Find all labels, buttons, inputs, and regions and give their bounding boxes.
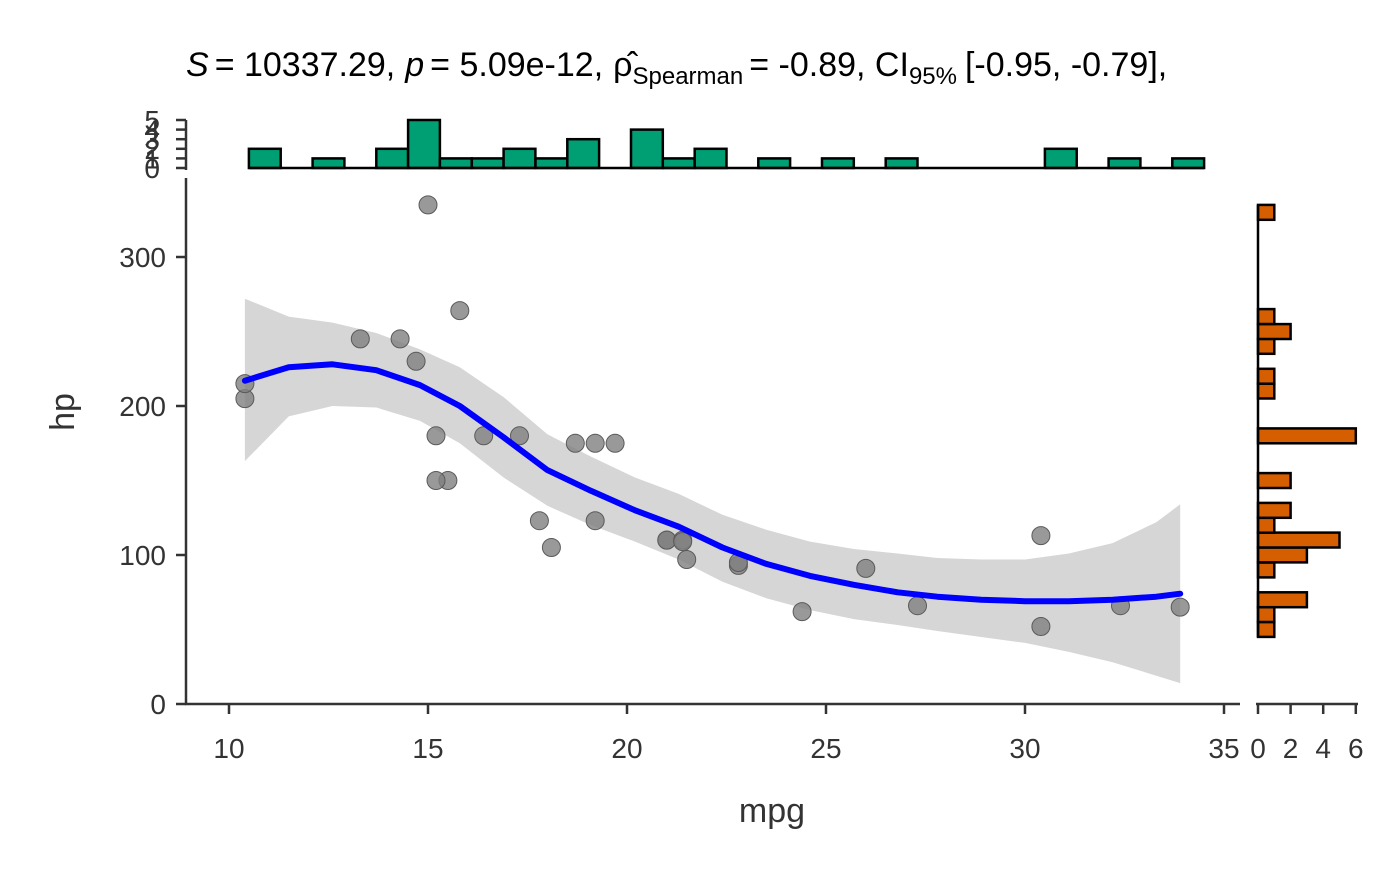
right-histogram-bar: [1256, 322, 1292, 341]
top-histogram-bar: [470, 157, 505, 170]
top-histogram-tick-label: 2: [144, 134, 160, 165]
top-histogram-bar: [247, 147, 282, 170]
title-rho-subscript: Spearman: [633, 63, 744, 90]
scatter-point: [792, 602, 812, 622]
right-histogram-bar: [1256, 605, 1276, 624]
top-histogram-bar: [311, 157, 346, 170]
scatter-point: [1031, 617, 1051, 636]
top-histogram-bar: [884, 157, 919, 170]
right-histogram-bar: [1256, 531, 1341, 549]
x-axis-title: mpg: [739, 792, 805, 830]
right-histogram-bar: [1256, 337, 1276, 356]
right-histogram-tick-label: 6: [1348, 733, 1364, 764]
right-histogram-bar: [1256, 307, 1276, 326]
title-ci-subscript: 95%: [909, 63, 957, 90]
top-histogram-bar: [406, 118, 442, 170]
scatter-point: [908, 596, 927, 616]
main-axes: 10 15 20 25 30 35 0 100 200 300: [119, 178, 1240, 764]
top-histogram-tick-label: 3: [144, 124, 160, 155]
y-axis-title: hp: [44, 393, 82, 431]
scatter-point: [474, 426, 494, 446]
scatter-point: [673, 532, 693, 552]
x-tick-label: 20: [611, 733, 642, 764]
x-tick-label: 35: [1208, 733, 1239, 764]
y-tick-label: 200: [119, 391, 166, 422]
right-histogram-bar: [1256, 546, 1309, 564]
top-histogram-bar: [375, 147, 410, 170]
scatter-point: [350, 329, 370, 349]
top-histogram-tick-label: 5: [144, 105, 160, 136]
scatter-point: [426, 426, 446, 446]
scatter-point: [406, 351, 426, 371]
scatter-point: [856, 558, 876, 578]
right-histogram-bar: [1256, 382, 1276, 400]
scatter-point: [585, 511, 605, 531]
scatter-point: [1031, 526, 1051, 546]
top-histogram-bar: [1171, 157, 1206, 170]
top-histogram-bar: [629, 128, 665, 170]
confidence-band-area: [244, 298, 1181, 684]
confidence-band: [244, 298, 1181, 684]
top-histogram-tick-label: 4: [144, 115, 160, 146]
smooth-fit-line: [241, 361, 1184, 605]
x-tick-label: 10: [213, 733, 244, 764]
title-s-value: = 10337.29,: [215, 46, 396, 84]
right-histogram-bar: [1256, 591, 1309, 609]
right-histogram-bar: [1256, 367, 1276, 385]
scatter-point: [390, 329, 410, 349]
top-histogram-bar: [693, 147, 728, 170]
scatter-point: [541, 538, 561, 557]
smooth-line: [241, 361, 1184, 605]
title-rho-value: = -0.89, CI: [749, 46, 909, 84]
top-histogram-bar: [661, 157, 696, 170]
x-tick-label: 30: [1009, 733, 1040, 764]
scatter-points: [235, 195, 1190, 636]
title-ci-value: [-0.95, -0.79],: [965, 46, 1167, 84]
right-histogram-bar: [1256, 620, 1276, 639]
x-tick-label: 15: [412, 733, 443, 764]
top-histogram-bar: [820, 157, 856, 170]
right-histogram-bar: [1256, 471, 1292, 490]
top-histogram-tick-label: 1: [144, 143, 160, 174]
y-tick-label: 0: [150, 689, 166, 720]
right-histogram-tick-label: 4: [1315, 733, 1331, 764]
scatter-point: [585, 433, 605, 453]
scatter-point: [657, 530, 677, 550]
top-histogram-bar: [566, 137, 601, 170]
right-histogram-tick-label: 0: [1250, 733, 1266, 764]
title-p-value: = 5.09e-12,: [430, 46, 603, 84]
scatter-point: [450, 301, 470, 321]
title-p-label: p: [404, 46, 424, 84]
right-histogram-bar: [1256, 501, 1292, 520]
scatter-point: [565, 433, 585, 453]
x-tick-label: 25: [810, 733, 841, 764]
scatter-point: [605, 433, 625, 453]
right-histogram-bar: [1256, 203, 1276, 222]
y-tick-label: 300: [119, 242, 166, 273]
y-tick-label: 100: [119, 540, 166, 571]
right-histogram-bar: [1256, 516, 1276, 534]
chart-title: S = 10337.29, p = 5.09e-12, ρ̂Spearman = -0.8…: [186, 46, 1167, 90]
scatter-point: [510, 426, 529, 446]
scatter-point: [1170, 597, 1190, 617]
top-histogram-tick-label: 0: [144, 153, 160, 184]
top-histogram-bar: [1107, 157, 1142, 170]
right-histogram-tick-label: 2: [1283, 733, 1299, 764]
scatter-point: [426, 471, 446, 490]
top-histogram-bar: [502, 147, 537, 170]
top-histogram-bar: [757, 157, 792, 170]
scatter-point: [529, 511, 549, 531]
top-histogram-bar: [534, 157, 569, 170]
top-histogram-bar: [1043, 147, 1078, 170]
title-s-label: S: [186, 46, 209, 84]
scatter-point: [418, 195, 438, 215]
right-histogram-bar: [1256, 427, 1358, 445]
scatter-point: [677, 550, 697, 569]
right-histogram-bar: [1256, 561, 1276, 579]
top-histogram-bar: [438, 157, 473, 170]
